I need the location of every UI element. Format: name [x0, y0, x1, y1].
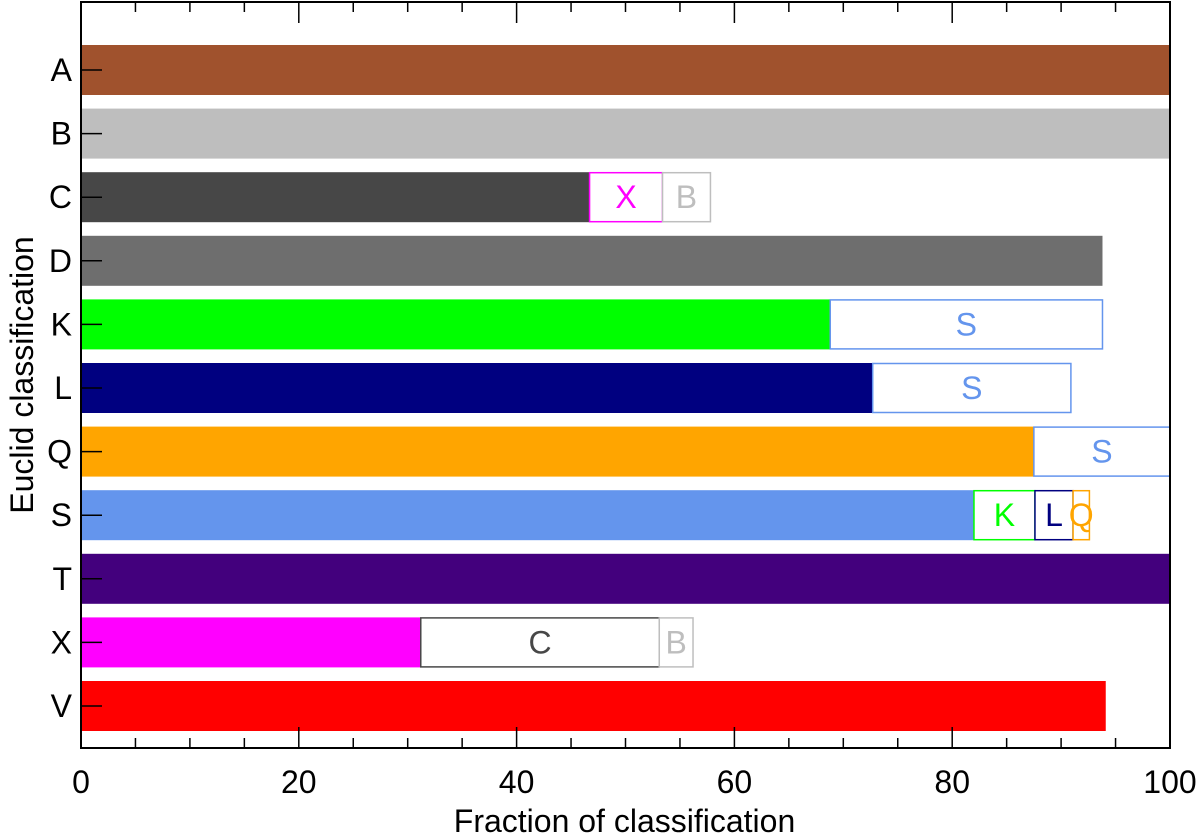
y-tick-label-k: K — [51, 306, 72, 342]
y-tick-label-v: V — [51, 688, 73, 724]
segment-label-s-q: Q — [1069, 497, 1094, 533]
y-tick-label-x: X — [51, 624, 72, 660]
bar-b — [81, 108, 1170, 159]
segment-label-l-s: S — [961, 370, 982, 406]
segment-label-s-l: L — [1045, 497, 1063, 533]
x-tick-label-0: 0 — [72, 764, 90, 800]
bar-v — [81, 681, 1106, 731]
segment-label-x-c: C — [528, 624, 551, 660]
y-tick-label-t: T — [52, 561, 72, 597]
bar-x-segment-c — [420, 617, 661, 668]
bar-c-segment-x — [588, 171, 664, 223]
y-tick-label-c: C — [49, 179, 72, 215]
segment-label-x-b: B — [665, 624, 686, 660]
y-tick-label-s: S — [51, 497, 72, 533]
segment-label-k-s: S — [956, 306, 977, 342]
bar-a — [81, 45, 1170, 95]
y-axis-title: Euclid classification — [4, 236, 40, 513]
bar-s — [81, 490, 974, 541]
x-tick-label-100: 100 — [1143, 764, 1196, 800]
bar-c-segment-b — [661, 171, 712, 223]
bar-d — [81, 235, 1103, 286]
bar-s-segment-l — [1034, 489, 1074, 541]
x-tick-label-80: 80 — [934, 764, 970, 800]
bar-q-segment-s — [1033, 426, 1171, 477]
bar-q — [81, 426, 1034, 477]
bar-l-segment-s — [871, 362, 1072, 414]
y-tick-label-d: D — [49, 243, 72, 279]
x-tick-label-40: 40 — [499, 764, 535, 800]
x-tick-label-60: 60 — [717, 764, 753, 800]
bar-x-segment-b — [658, 617, 694, 668]
bar-t — [81, 553, 1170, 604]
segment-label-q-s: S — [1091, 434, 1112, 470]
y-tick-label-a: A — [51, 52, 73, 88]
y-tick-label-l: L — [54, 370, 72, 406]
y-tick-label-b: B — [51, 116, 72, 152]
bar-l — [81, 363, 873, 413]
bar-s-segment-k — [973, 489, 1036, 541]
segment-label-s-k: K — [994, 497, 1015, 533]
segment-label-c-x: X — [615, 179, 636, 215]
bar-k — [81, 299, 831, 350]
bar-c — [81, 172, 590, 223]
x-tick-label-20: 20 — [281, 764, 317, 800]
bar-x — [81, 617, 421, 668]
y-tick-label-q: Q — [47, 434, 72, 470]
bar-s-segment-q — [1072, 489, 1091, 541]
segment-label-c-b: B — [676, 179, 697, 215]
bar-k-segment-s — [829, 299, 1104, 350]
x-axis-title: Fraction of classification — [454, 803, 795, 837]
